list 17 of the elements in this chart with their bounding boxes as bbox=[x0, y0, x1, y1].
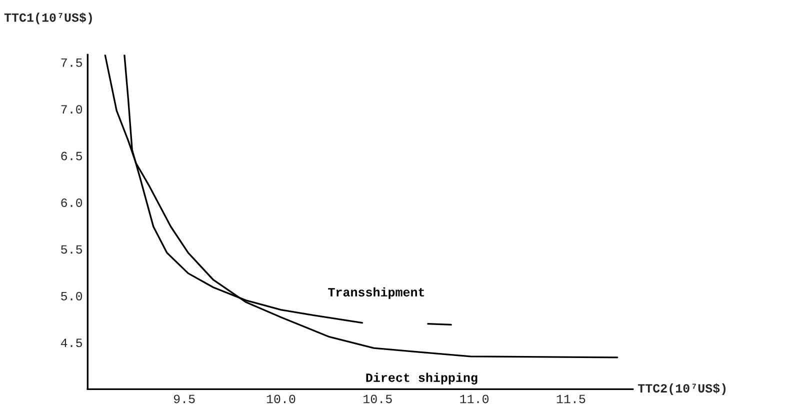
y-tick-label: 6.0 bbox=[61, 198, 82, 207]
x-tick-label: 9.5 bbox=[174, 394, 195, 404]
series-label: Direct shipping bbox=[366, 372, 478, 384]
x-axis-title: TTC2(10⁷US$) bbox=[638, 383, 726, 396]
y-tick-label: 4.5 bbox=[60, 338, 82, 348]
y-tick-label: 6.5 bbox=[61, 152, 82, 160]
y-tick-label: 7.0 bbox=[61, 105, 82, 114]
series-label: Transshipment bbox=[328, 287, 424, 299]
y-tick-label: 7.5 bbox=[61, 58, 82, 67]
y-tick-label: 5.5 bbox=[61, 245, 82, 254]
x-tick-label: 11.5 bbox=[556, 394, 586, 404]
y-axis-title: TTC1(10⁷US$) bbox=[4, 12, 92, 24]
x-tick-label: 10.5 bbox=[364, 394, 392, 404]
y-tick-label: 5.0 bbox=[61, 292, 82, 300]
line-series bbox=[104, 54, 618, 358]
x-tick-label: 11.0 bbox=[460, 394, 489, 404]
x-tick-label: 10.0 bbox=[266, 394, 296, 404]
